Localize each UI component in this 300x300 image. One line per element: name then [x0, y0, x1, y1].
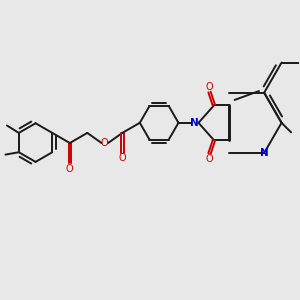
Text: N: N	[260, 148, 268, 158]
Text: N: N	[190, 118, 199, 128]
Text: O: O	[66, 164, 74, 174]
Text: O: O	[206, 82, 213, 92]
Text: O: O	[101, 138, 109, 148]
Text: O: O	[206, 154, 213, 164]
Text: O: O	[118, 154, 126, 164]
